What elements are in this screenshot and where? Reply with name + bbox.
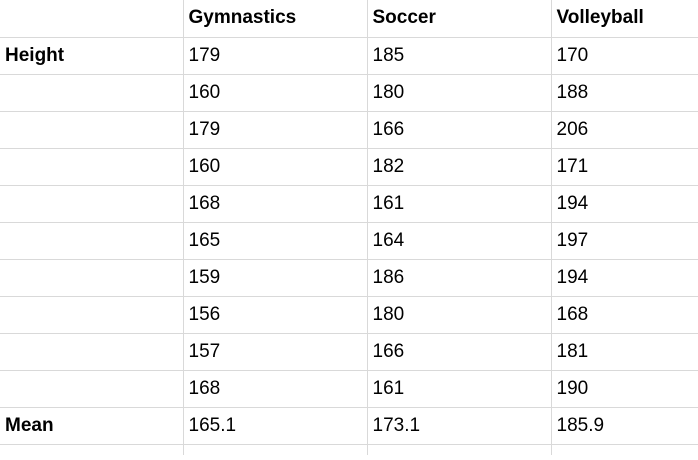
value-cell[interactable]: 194 <box>550 184 698 223</box>
value-cell[interactable]: 197 <box>550 221 698 260</box>
value-cell[interactable]: 179 <box>182 110 368 149</box>
row-label-cell[interactable]: Mean <box>0 406 184 445</box>
table-row: 168 161 190 <box>0 369 698 408</box>
value-cell[interactable]: 190 <box>550 369 698 408</box>
table-row: 165 164 197 <box>0 221 698 260</box>
table-row: 156 180 168 <box>0 295 698 334</box>
header-cell-volleyball[interactable]: Volleyball <box>550 0 698 38</box>
value-cell[interactable]: 179 <box>182 36 368 75</box>
value-cell[interactable]: 171 <box>550 147 698 186</box>
mean-row: Mean 165.1 173.1 185.9 <box>0 406 698 445</box>
row-label-cell[interactable] <box>0 369 184 408</box>
row-label-cell[interactable] <box>0 332 184 371</box>
row-label-cell[interactable] <box>0 258 184 297</box>
table-row: 168 161 194 <box>0 184 698 223</box>
header-cell-soccer[interactable]: Soccer <box>366 0 552 38</box>
table-row: Height 179 185 170 <box>0 36 698 75</box>
row-label-cell[interactable] <box>0 110 184 149</box>
value-cell[interactable]: 173.1 <box>366 406 552 445</box>
value-cell[interactable]: 157 <box>182 332 368 371</box>
value-cell[interactable]: 185 <box>366 36 552 75</box>
row-label-cell[interactable] <box>0 184 184 223</box>
value-cell[interactable]: 160 <box>182 73 368 112</box>
value-cell[interactable]: 159 <box>182 258 368 297</box>
table-row: 179 166 206 <box>0 110 698 149</box>
table-row: 159 186 194 <box>0 258 698 297</box>
table-row: 160 180 188 <box>0 73 698 112</box>
value-cell[interactable]: 161 <box>366 184 552 223</box>
value-cell[interactable]: 164 <box>366 221 552 260</box>
value-cell[interactable]: 156 <box>182 295 368 334</box>
empty-row <box>0 443 698 455</box>
table-row: 160 182 171 <box>0 147 698 186</box>
empty-cell[interactable] <box>550 443 698 455</box>
table-row: 157 166 181 <box>0 332 698 371</box>
value-cell[interactable]: 188 <box>550 73 698 112</box>
value-cell[interactable]: 168 <box>182 184 368 223</box>
row-label-cell[interactable] <box>0 73 184 112</box>
row-label-cell[interactable] <box>0 147 184 186</box>
row-label-cell[interactable] <box>0 295 184 334</box>
value-cell[interactable]: 180 <box>366 73 552 112</box>
value-cell[interactable]: 160 <box>182 147 368 186</box>
value-cell[interactable]: 186 <box>366 258 552 297</box>
empty-cell[interactable] <box>182 443 368 455</box>
value-cell[interactable]: 194 <box>550 258 698 297</box>
value-cell[interactable]: 168 <box>182 369 368 408</box>
value-cell[interactable]: 170 <box>550 36 698 75</box>
header-cell-gymnastics[interactable]: Gymnastics <box>182 0 368 38</box>
value-cell[interactable]: 180 <box>366 295 552 334</box>
value-cell[interactable]: 185.9 <box>550 406 698 445</box>
value-cell[interactable]: 161 <box>366 369 552 408</box>
empty-cell[interactable] <box>0 443 184 455</box>
empty-cell[interactable] <box>366 443 552 455</box>
value-cell[interactable]: 166 <box>366 332 552 371</box>
value-cell[interactable]: 165.1 <box>182 406 368 445</box>
header-row: Gymnastics Soccer Volleyball <box>0 0 698 38</box>
row-label-cell[interactable] <box>0 221 184 260</box>
header-cell[interactable] <box>0 0 184 38</box>
value-cell[interactable]: 181 <box>550 332 698 371</box>
value-cell[interactable]: 165 <box>182 221 368 260</box>
value-cell[interactable]: 168 <box>550 295 698 334</box>
value-cell[interactable]: 166 <box>366 110 552 149</box>
row-label-cell[interactable]: Height <box>0 36 184 75</box>
value-cell[interactable]: 182 <box>366 147 552 186</box>
value-cell[interactable]: 206 <box>550 110 698 149</box>
